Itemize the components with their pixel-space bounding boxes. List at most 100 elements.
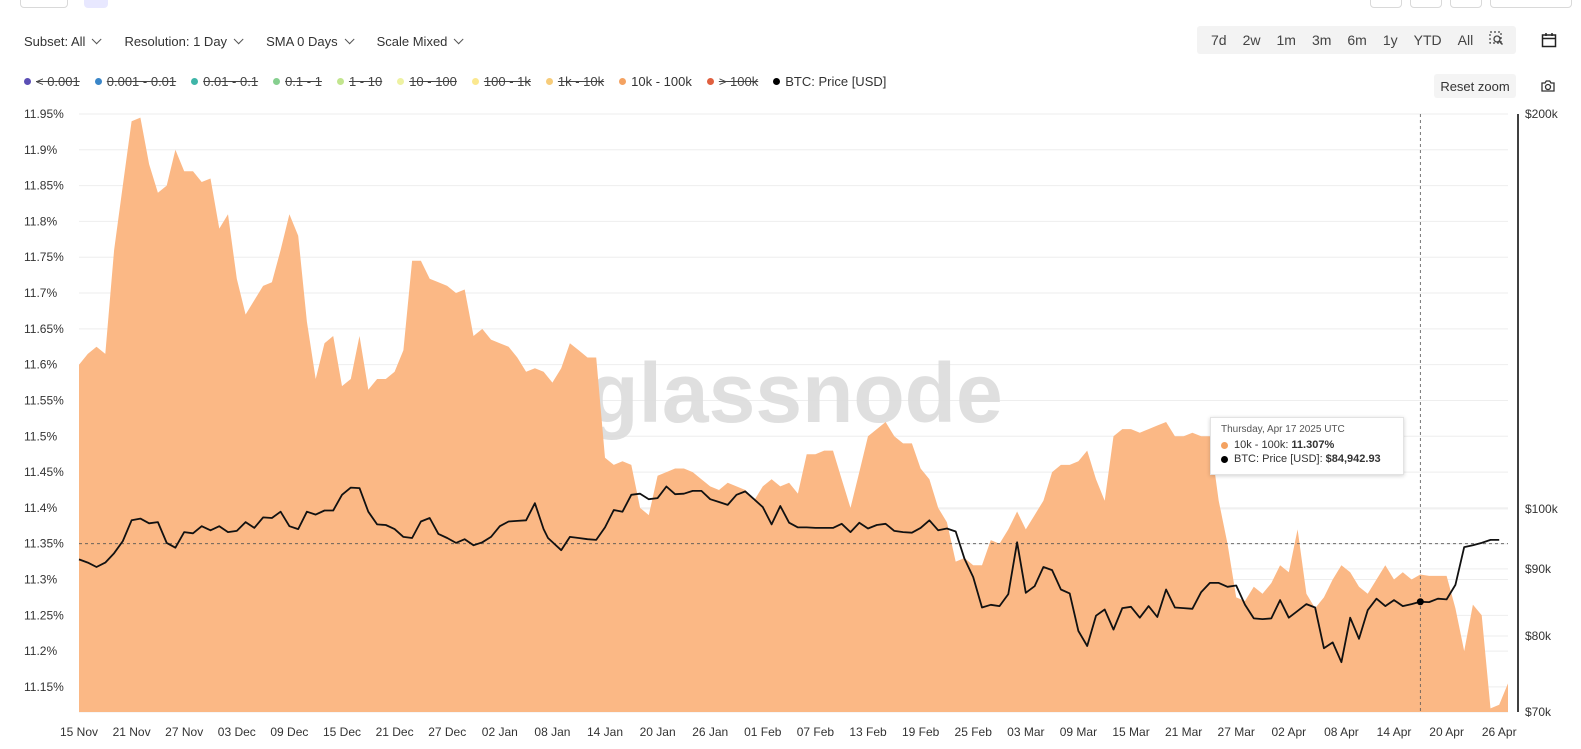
line-series-btc-price bbox=[78, 485, 1500, 664]
legend-dot-icon bbox=[545, 77, 553, 85]
y-tick-label: 11.25% bbox=[24, 608, 64, 622]
tooltip-series1-label: 10k - 100k: bbox=[1234, 439, 1289, 451]
x-tick-label: 15 Mar bbox=[1112, 725, 1149, 739]
range-all[interactable]: All bbox=[1457, 32, 1474, 48]
resolution-dropdown[interactable]: Resolution: 1 Day bbox=[124, 34, 244, 49]
legend-item[interactable]: 10 - 100 bbox=[397, 74, 457, 89]
legend-dot-icon bbox=[706, 77, 714, 85]
legend-dot-icon bbox=[191, 77, 199, 85]
x-tick-label: 26 Jan bbox=[692, 725, 728, 739]
range-ytd[interactable]: YTD bbox=[1413, 32, 1442, 48]
x-tick-label: 15 Nov bbox=[60, 725, 98, 739]
legend-item[interactable]: 0.1 - 1 bbox=[273, 74, 322, 89]
x-tick-label: 03 Dec bbox=[218, 725, 256, 739]
y-tick-label: $200k bbox=[1525, 107, 1559, 121]
legend-label: 0.1 - 1 bbox=[285, 73, 322, 89]
x-tick-label: 09 Dec bbox=[270, 725, 308, 739]
y-tick-label: 11.65% bbox=[24, 322, 64, 336]
y-tick-label: 11.5% bbox=[24, 429, 57, 443]
x-tick-label: 08 Jan bbox=[534, 725, 570, 739]
zoom-select-icon[interactable] bbox=[1481, 31, 1510, 49]
legend-label: 0.01 - 0.1 bbox=[203, 73, 259, 89]
x-tick-label: 26 Apr bbox=[1482, 725, 1517, 739]
legend-item[interactable]: < 0.001 bbox=[24, 74, 80, 89]
x-tick-label: 01 Feb bbox=[744, 725, 782, 739]
top-stub-button[interactable] bbox=[1410, 0, 1442, 8]
y-tick-label: $70k bbox=[1525, 705, 1552, 719]
range-6m[interactable]: 6m bbox=[1347, 32, 1367, 48]
y-tick-label: 11.55% bbox=[24, 393, 64, 407]
x-tick-label: 02 Apr bbox=[1271, 725, 1306, 739]
top-stub-button[interactable] bbox=[1490, 0, 1572, 8]
price-marker-point bbox=[1416, 598, 1424, 606]
chart-legend: < 0.001 0.001 - 0.01 0.01 - 0.1 0.1 - 1 … bbox=[24, 72, 901, 90]
x-tick-label: 20 Jan bbox=[640, 725, 676, 739]
legend-item[interactable]: 1k - 10k bbox=[545, 73, 605, 89]
scale-dropdown[interactable]: Scale Mixed bbox=[376, 33, 464, 49]
subset-dropdown[interactable]: Subset: All bbox=[24, 34, 103, 49]
top-stub-button[interactable] bbox=[84, 0, 108, 8]
x-tick-label: 08 Apr bbox=[1324, 725, 1359, 739]
legend-dot-icon bbox=[619, 77, 627, 85]
x-axis-ticks: 15 Nov 21 Nov 27 Nov 03 Dec 09 Dec 15 Dec 21 D… bbox=[60, 725, 1517, 739]
legend-item[interactable]: 10k - 100k bbox=[619, 74, 692, 89]
sma-dropdown[interactable]: SMA 0 Days bbox=[266, 34, 355, 49]
x-tick-label: 27 Dec bbox=[428, 725, 466, 739]
legend-dot-icon bbox=[336, 77, 344, 85]
series-dot-icon bbox=[1221, 455, 1228, 463]
tooltip-series2-label: BTC: Price [USD]: bbox=[1234, 453, 1323, 465]
top-stub-button[interactable] bbox=[1370, 0, 1402, 8]
range-7d[interactable]: 7d bbox=[1211, 32, 1227, 48]
x-tick-label: 02 Jan bbox=[482, 725, 518, 739]
legend-label: > 100k bbox=[718, 73, 759, 89]
x-tick-label: 19 Feb bbox=[902, 725, 940, 739]
camera-icon[interactable] bbox=[1540, 78, 1556, 94]
legend-dot-icon bbox=[471, 77, 479, 85]
x-tick-label: 20 Apr bbox=[1429, 725, 1464, 739]
tooltip-series1-value: 11.307% bbox=[1291, 439, 1335, 451]
x-tick-label: 25 Feb bbox=[955, 725, 993, 739]
calendar-icon[interactable] bbox=[1535, 26, 1563, 54]
legend-label: 1k - 10k bbox=[557, 73, 605, 89]
x-tick-label: 03 Mar bbox=[1007, 725, 1044, 739]
x-tick-label: 27 Nov bbox=[165, 725, 203, 739]
x-tick-label: 15 Dec bbox=[323, 725, 361, 739]
y-axis-right-ticks: $200k $100k $90k $80k $70k bbox=[1525, 107, 1559, 719]
legend-dot-icon bbox=[94, 77, 102, 85]
x-tick-label: 21 Nov bbox=[113, 725, 151, 739]
legend-label: BTC: Price [USD] bbox=[785, 73, 887, 89]
y-tick-label: $90k bbox=[1525, 562, 1552, 576]
series-dot-icon bbox=[1221, 441, 1228, 449]
legend-label: 100 - 1k bbox=[483, 73, 531, 89]
legend-label: 10 - 100 bbox=[409, 73, 457, 89]
y-tick-label: 11.85% bbox=[24, 179, 64, 193]
y-tick-label: 11.75% bbox=[24, 250, 64, 264]
range-1y[interactable]: 1y bbox=[1382, 32, 1398, 48]
reset-zoom-button[interactable]: Reset zoom bbox=[1434, 74, 1516, 98]
legend-dot-icon bbox=[24, 77, 31, 85]
legend-label: 1 - 10 bbox=[348, 73, 383, 89]
legend-item[interactable]: BTC: Price [USD] bbox=[773, 74, 886, 89]
scale-label: Scale Mixed bbox=[376, 33, 448, 49]
range-2w[interactable]: 2w bbox=[1242, 32, 1261, 48]
top-stub-button[interactable] bbox=[20, 0, 68, 8]
legend-item[interactable]: 100 - 1k bbox=[471, 73, 531, 89]
tooltip-row-series2: BTC: Price [USD]: $84,942.93 bbox=[1221, 453, 1393, 465]
range-3m[interactable]: 3m bbox=[1311, 32, 1332, 48]
watermark-text: glassnode bbox=[587, 346, 1002, 440]
legend-item[interactable]: 0.001 - 0.01 bbox=[94, 74, 176, 89]
tooltip-row-series1: 10k - 100k: 11.307% bbox=[1221, 439, 1393, 451]
y-tick-label: 11.9% bbox=[24, 143, 57, 157]
x-tick-label: 27 Mar bbox=[1218, 725, 1255, 739]
legend-item[interactable]: 1 - 10 bbox=[336, 73, 383, 89]
y-tick-label: $80k bbox=[1525, 629, 1552, 643]
top-stub-button[interactable] bbox=[1450, 0, 1482, 8]
y-axis-left-ticks: 11.95% 11.9% 11.85% 11.8% 11.75% 11.7% 11.65% 1… bbox=[24, 107, 64, 694]
legend-item[interactable]: 0.01 - 0.1 bbox=[191, 74, 258, 89]
x-tick-label: 09 Mar bbox=[1060, 725, 1097, 739]
y-tick-label: 11.2% bbox=[24, 644, 57, 658]
legend-item[interactable]: > 100k bbox=[706, 73, 759, 89]
y-tick-label: $100k bbox=[1525, 502, 1559, 516]
area-series-10k-100k bbox=[79, 117, 1508, 713]
range-1m[interactable]: 1m bbox=[1276, 32, 1296, 48]
